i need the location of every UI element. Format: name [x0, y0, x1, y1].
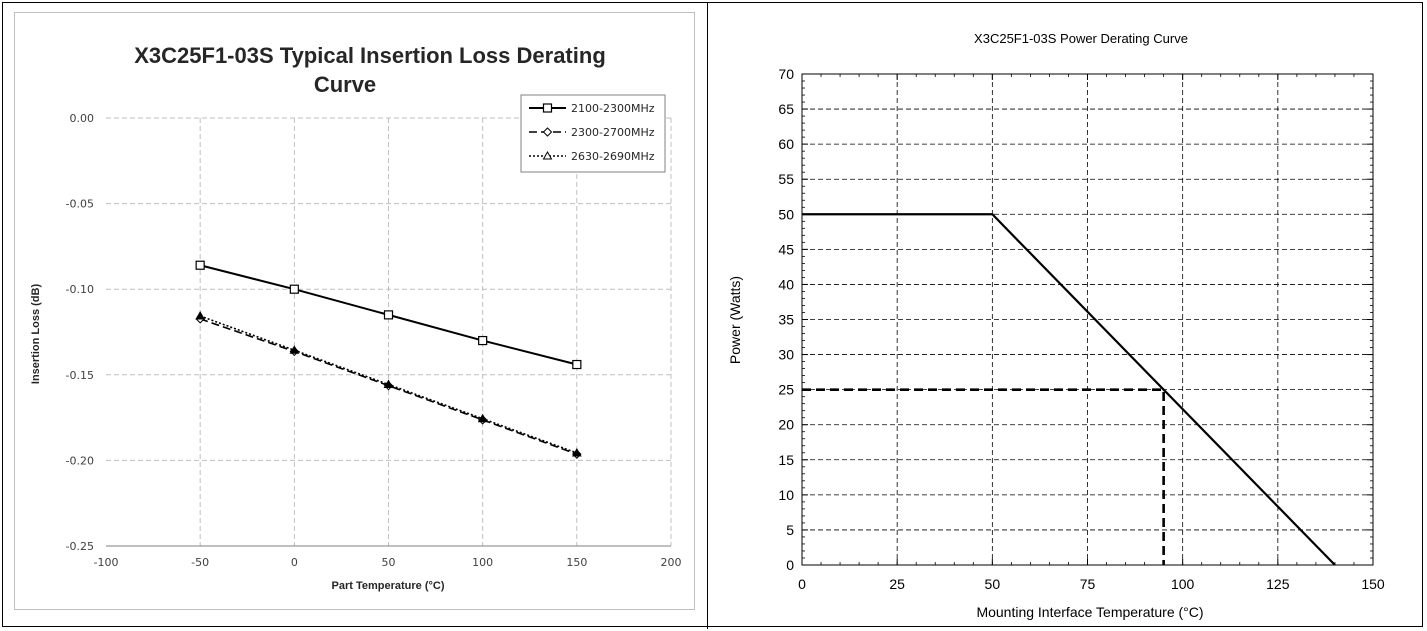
y-tick-label: 40	[778, 276, 794, 292]
chart-title-line-2: Curve	[314, 72, 376, 97]
legend-label: 2300-2700MHz	[571, 126, 655, 139]
x-axis-label: Part Temperature (°C)	[332, 580, 445, 592]
legend-label: 2630-2690MHz	[571, 150, 655, 163]
y-tick-label: -0.20	[66, 454, 94, 467]
data-point-triangle	[289, 345, 300, 354]
data-point-square	[195, 260, 205, 270]
panel-divider	[707, 2, 708, 629]
y-tick-label: 50	[778, 206, 794, 222]
x-tick-label: 0	[291, 556, 298, 569]
x-tick-label: 0	[798, 576, 806, 592]
y-tick-label: 10	[778, 487, 794, 503]
y-tick-label: -0.15	[66, 369, 94, 382]
y-tick-label: 35	[778, 312, 794, 328]
x-tick-label: 100	[472, 556, 493, 569]
y-axis-label: Power (Watts)	[727, 276, 743, 364]
y-tick-label: 0	[786, 557, 794, 573]
data-point-square	[572, 359, 582, 370]
y-tick-label: 25	[778, 382, 794, 398]
y-tick-label: 0.00	[70, 112, 95, 125]
y-tick-label: -0.10	[66, 283, 94, 296]
x-tick-label: 200	[661, 556, 682, 569]
data-point-triangle	[477, 413, 488, 423]
y-tick-label: 15	[778, 452, 794, 468]
derating-curve-line	[802, 213, 1336, 566]
x-tick-label: -100	[94, 556, 119, 569]
y-tick-label: 55	[778, 171, 794, 187]
data-point-square	[383, 310, 394, 320]
y-tick-label: 20	[778, 417, 794, 433]
y-tick-label: -0.05	[66, 198, 94, 211]
y-tick-label: 45	[778, 241, 794, 257]
x-tick-label: 75	[1080, 576, 1096, 592]
legend-label: 2100-2300MHz	[571, 102, 655, 115]
x-axis-label: Mounting Interface Temperature (°C)	[976, 604, 1203, 620]
legend: 2100-2300MHz 2300-2700MHz 2630-2690MHz	[520, 94, 666, 173]
data-point-square	[289, 284, 299, 294]
y-tick-label: 60	[778, 136, 794, 152]
legend-marker-diamond	[542, 127, 553, 137]
x-tick-label: 150	[1361, 576, 1385, 592]
legend-marker-triangle	[542, 150, 553, 160]
y-tick-label: 70	[778, 66, 794, 82]
x-tick-label: -50	[191, 556, 209, 569]
x-tick-label: 50	[985, 576, 1001, 592]
data-point-triangle	[571, 447, 582, 457]
legend-marker-square	[542, 103, 553, 113]
data-point-square	[478, 335, 488, 346]
y-tick-label: 30	[778, 347, 794, 363]
chart-title: X3C25F1-03S Power Derating Curve	[974, 31, 1188, 46]
y-axis-label: Insertion Loss (dB)	[30, 284, 42, 385]
x-tick-label: 150	[566, 556, 587, 569]
x-tick-label: 50	[382, 556, 396, 569]
x-tick-label: 25	[889, 576, 905, 592]
data-point-triangle	[383, 379, 394, 388]
x-tick-label: 125	[1266, 576, 1290, 592]
x-tick-label: 100	[1171, 576, 1195, 592]
example-reference-line	[802, 388, 1165, 565]
chart-title-line-1: X3C25F1-03S Typical Insertion Loss Derat…	[134, 43, 606, 68]
y-tick-label: 65	[778, 101, 794, 117]
insertion-loss-chart: X3C25F1-03S Typical Insertion Loss Derat…	[30, 43, 682, 592]
data-point-triangle	[195, 310, 206, 320]
y-tick-label: -0.25	[66, 540, 94, 553]
y-tick-label: 5	[786, 522, 794, 538]
